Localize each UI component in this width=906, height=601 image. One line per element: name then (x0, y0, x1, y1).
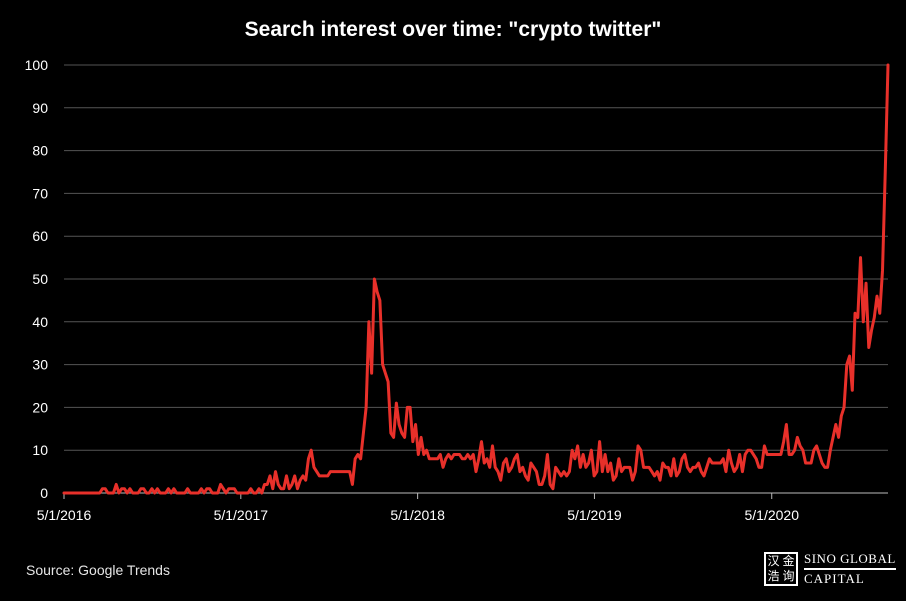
logo-wordmark: SINO GLOBAL CAPITAL (804, 551, 896, 587)
y-tick-label: 60 (32, 228, 48, 244)
seal-char: 汉 (767, 554, 780, 568)
y-tick-label: 100 (25, 57, 49, 73)
y-tick-label: 0 (40, 485, 48, 501)
x-tick-label: 5/1/2020 (744, 507, 799, 523)
y-tick-label: 50 (32, 271, 48, 287)
x-tick-label: 5/1/2016 (37, 507, 92, 523)
y-tick-label: 30 (32, 357, 48, 373)
x-tick-label: 5/1/2018 (390, 507, 445, 523)
logo-text-top: SINO GLOBAL (804, 551, 896, 566)
seal-char: 询 (782, 569, 795, 583)
logo-text-bottom: CAPITAL (804, 568, 896, 587)
y-tick-label: 90 (32, 100, 48, 116)
seal-char: 浩 (767, 569, 780, 583)
y-tick-label: 40 (32, 314, 48, 330)
x-tick-label: 5/1/2017 (214, 507, 269, 523)
sino-global-logo: 汉 金 浩 询 SINO GLOBAL CAPITAL (764, 550, 896, 588)
source-note: Source: Google Trends (26, 562, 170, 578)
seal-char: 金 (782, 554, 795, 568)
y-tick-label: 80 (32, 143, 48, 159)
x-tick-label: 5/1/2019 (567, 507, 622, 523)
chart-title: Search interest over time: "crypto twitt… (244, 18, 662, 41)
series-line (62, 63, 890, 495)
logo-seal: 汉 金 浩 询 (764, 552, 798, 586)
y-tick-label: 20 (32, 399, 48, 415)
y-tick-label: 10 (32, 442, 48, 458)
y-tick-label: 70 (32, 185, 48, 201)
